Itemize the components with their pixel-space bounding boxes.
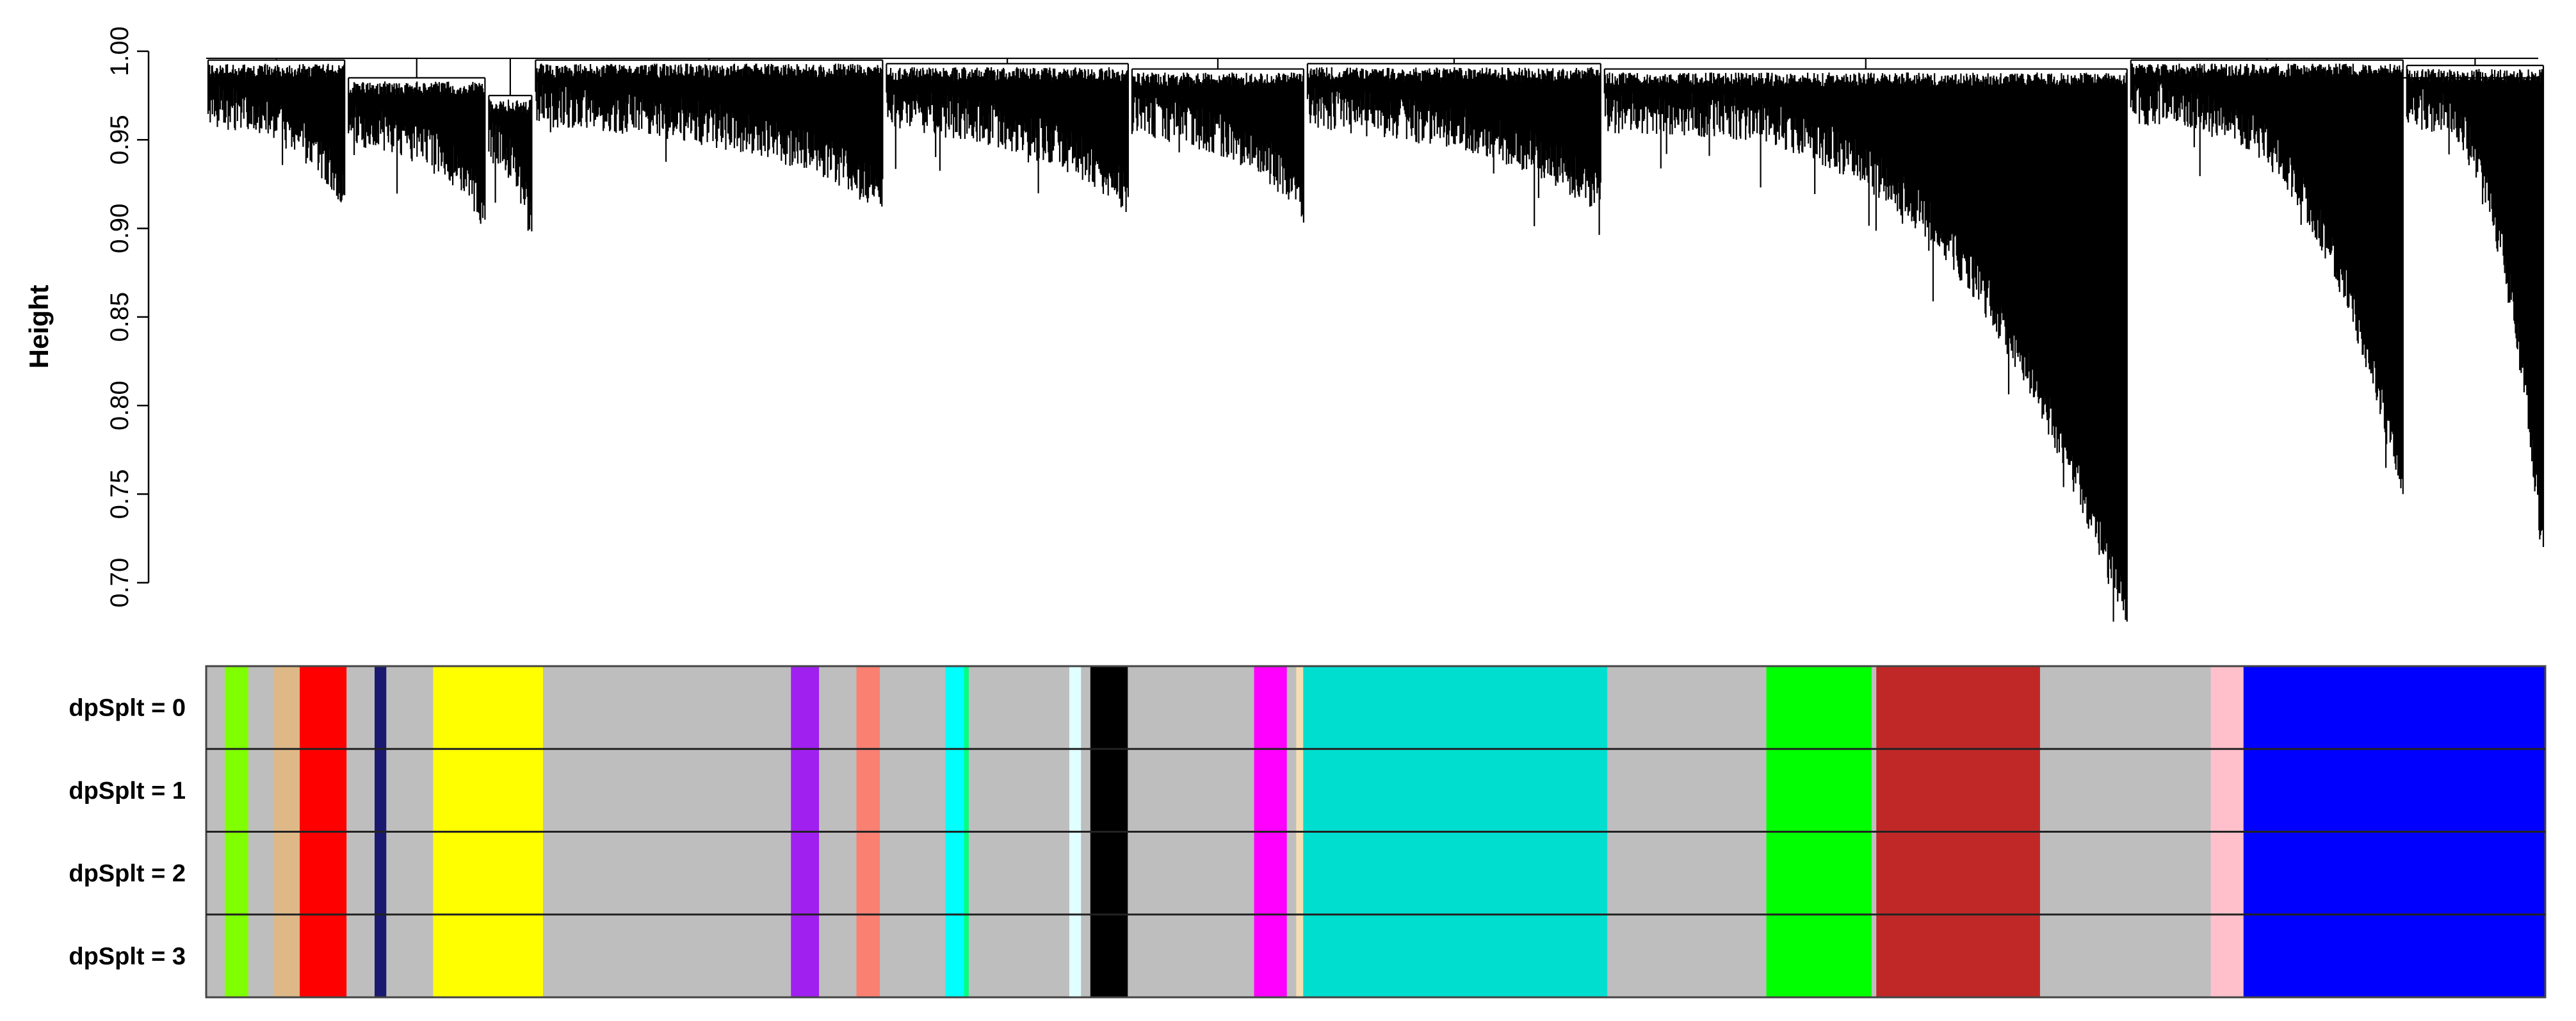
- color-row-label: dpSplt = 1: [69, 778, 186, 805]
- y-tick-label: 1.00: [106, 26, 134, 76]
- y-axis: 0.70 0.75 0.80 0.85 0.90 0.95 1.00: [106, 26, 150, 608]
- y-tick-label: 0.70: [106, 558, 134, 608]
- dendrogram-leaves: [207, 59, 2545, 622]
- color-row-labels: dpSplt = 0 dpSplt = 1 dpSplt = 2 dpSplt = 3: [69, 695, 186, 970]
- color-row-label: dpSplt = 3: [69, 943, 186, 970]
- y-tick-label: 0.85: [106, 292, 134, 342]
- y-tick-label: 0.90: [106, 204, 134, 254]
- y-tick-label: 0.75: [106, 469, 134, 519]
- module-color-bars: [205, 665, 2547, 999]
- y-tick-label: 0.95: [106, 115, 134, 165]
- color-row-label: dpSplt = 2: [69, 860, 186, 887]
- color-row-label: dpSplt = 0: [69, 695, 186, 722]
- dendrogram-merges: [206, 57, 2540, 140]
- y-axis-title: Height: [24, 285, 54, 369]
- dendrogram-tree: [206, 57, 2545, 622]
- y-tick-label: 0.80: [106, 380, 134, 430]
